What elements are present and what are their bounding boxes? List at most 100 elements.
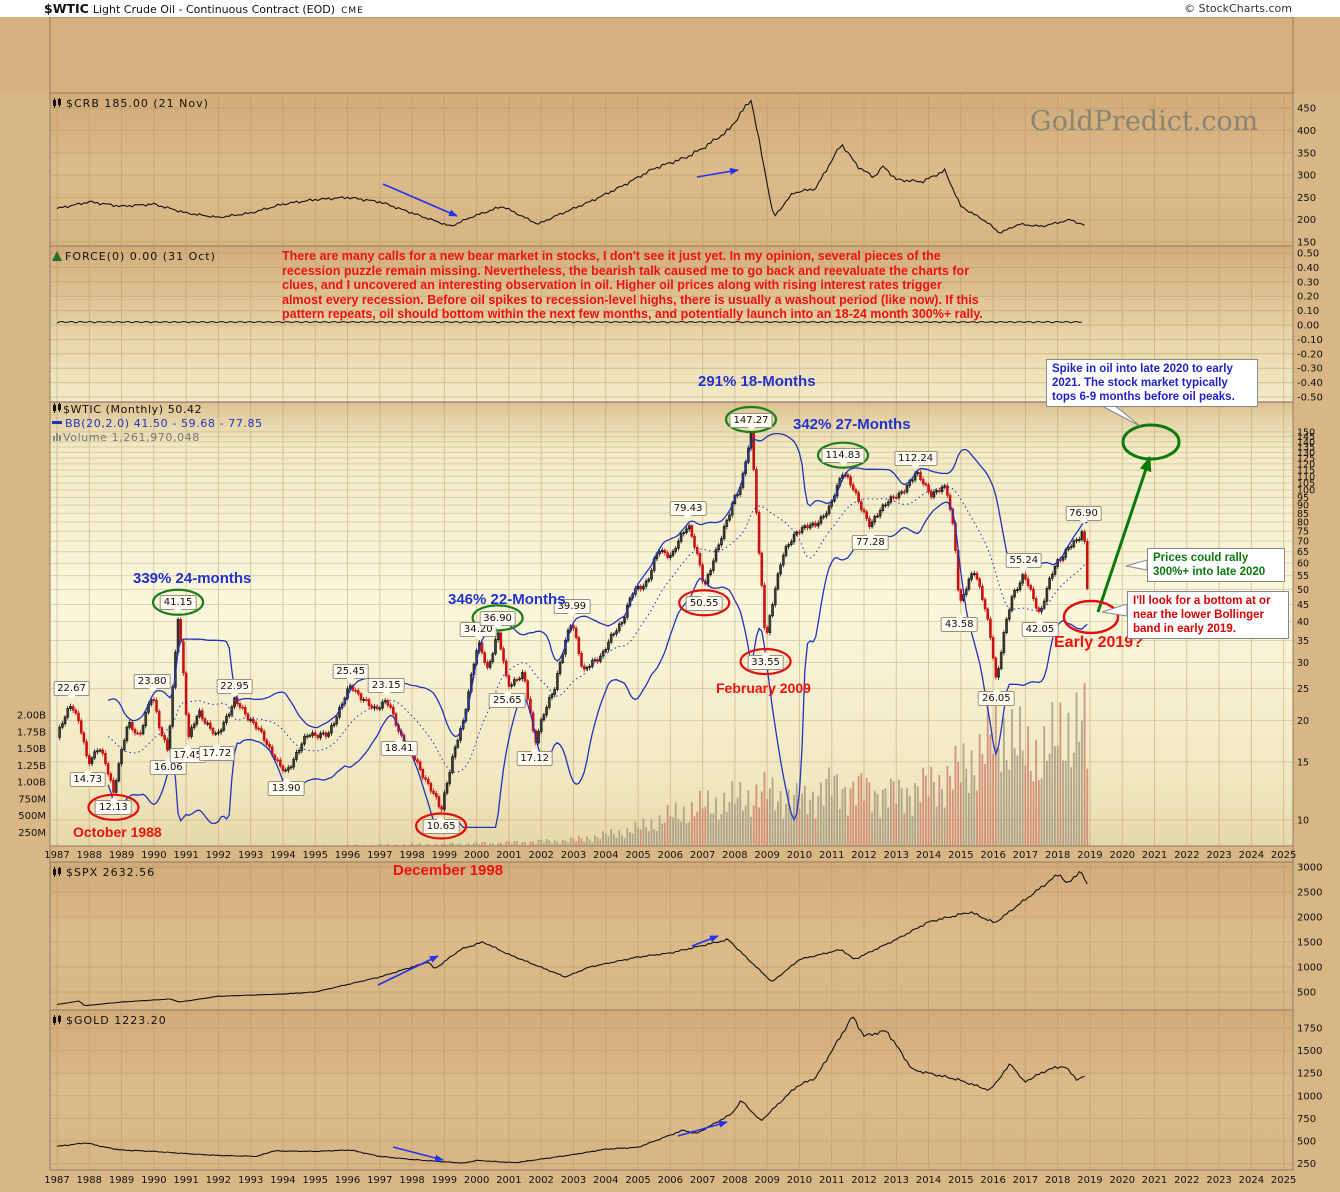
wtic-y-label: 85 (1297, 509, 1309, 520)
year-label: 2017 (1013, 1175, 1038, 1186)
red-ring-ellipse (678, 589, 731, 617)
year-label: 2009 (754, 850, 779, 861)
goldpredict-watermark: GoldPredict.com (1030, 106, 1259, 137)
year-label: 1992 (206, 1175, 231, 1186)
date-annotation-label: February 2009 (716, 680, 811, 696)
wtic-y-label: 45 (1297, 600, 1309, 611)
red-ring-ellipse (739, 647, 792, 676)
gold-y-label: 1250 (1297, 1069, 1322, 1080)
year-label: 1995 (303, 1175, 328, 1186)
year-label: 2002 (528, 850, 553, 861)
year-label: 1997 (367, 850, 392, 861)
force-y-label: 0.10 (1297, 306, 1319, 317)
spx-line (56, 870, 1088, 1007)
gold-line (56, 1016, 1085, 1164)
wtic-y-label: 25 (1297, 684, 1309, 695)
gold-y-label: 1750 (1297, 1024, 1322, 1035)
gold-y-label: 1000 (1297, 1091, 1322, 1102)
year-label: 2025 (1271, 850, 1296, 861)
year-label: 2015 (948, 850, 973, 861)
crb-y-label: 450 (1297, 104, 1316, 115)
year-label: 1988 (77, 850, 102, 861)
year-label: 2019 (1077, 850, 1102, 861)
blue-annotation-arrow (677, 1120, 728, 1137)
year-label: 2004 (593, 1175, 618, 1186)
year-label: 2001 (496, 1175, 521, 1186)
year-label: 2011 (819, 1175, 844, 1186)
year-label: 2008 (722, 850, 747, 861)
year-label: 1987 (44, 850, 69, 861)
panel-borders (49, 16, 1294, 1171)
volume-y-label: 1.25B (17, 761, 46, 772)
wtic-legend: $WTIC (Monthly) 50.42 BB(20,2.0) 41.50 -… (52, 403, 263, 445)
year-label: 2005 (625, 850, 650, 861)
force-y-label: 0.30 (1297, 277, 1319, 288)
year-label: 1999 (432, 850, 457, 861)
force-y-label: -0.10 (1297, 335, 1323, 346)
highlight-ellipse (1062, 599, 1120, 635)
wtic-y-label: 30 (1297, 658, 1309, 669)
spx-y-label: 3000 (1297, 863, 1322, 874)
price-callout-77.28: 77.28 (852, 531, 889, 550)
price-callout-23.15: 23.15 (367, 677, 405, 696)
price-callout-43.58: 43.58 (940, 614, 978, 633)
bollinger-legend: BB(20,2.0) 41.50 - 59.68 - 77.85 (52, 417, 263, 431)
year-label: 1996 (335, 850, 360, 861)
wtic-y-label: 75 (1297, 527, 1309, 538)
price-callout-22.67: 22.67 (53, 680, 90, 699)
date-annotation-label: Early 2019? (1054, 634, 1143, 651)
year-label: 2000 (464, 1175, 489, 1186)
year-label: 1994 (270, 1175, 295, 1186)
year-label: 1991 (173, 1175, 198, 1186)
wtic-y-label: 110 (1297, 472, 1315, 483)
force-y-label: 0.50 (1297, 249, 1319, 260)
year-label: 2021 (1142, 1175, 1167, 1186)
price-callout-17.45: 17.45 (169, 745, 207, 764)
wtic-y-label: 10 (1297, 816, 1309, 827)
line-swatch-icon (52, 421, 62, 424)
crb-y-label: 400 (1297, 126, 1316, 137)
year-label: 2024 (1239, 1175, 1264, 1186)
price-callout-112.24: 112.24 (894, 451, 938, 470)
force-line (56, 320, 1082, 324)
wtic-y-label: 55 (1297, 571, 1309, 582)
price-callout-55.24: 55.24 (1005, 553, 1043, 572)
candlestick-icon (52, 867, 63, 880)
year-label: 1995 (303, 850, 328, 861)
price-callout-114.83: 114.83 (821, 448, 865, 467)
exchange-label: CME (341, 6, 364, 16)
year-label: 2003 (561, 850, 586, 861)
year-label: 1993 (238, 850, 263, 861)
spx-y-label: 1000 (1297, 963, 1322, 974)
percent-rally-label: 291% 18-Months (698, 373, 816, 390)
year-label: 1992 (206, 850, 231, 861)
wtic-y-label: 80 (1297, 517, 1309, 528)
wtic-y-label: 70 (1297, 537, 1309, 548)
price-callout-42.05: 42.05 (1021, 619, 1059, 638)
wtic-y-label: 35 (1297, 636, 1309, 647)
year-label: 2003 (561, 1175, 586, 1186)
wtic-y-label: 150 (1297, 427, 1315, 438)
year-label: 2006 (658, 850, 683, 861)
wtic-y-label: 40 (1297, 617, 1309, 628)
green-ring-ellipse (724, 405, 778, 434)
year-label: 2020 (1110, 850, 1135, 861)
gold-panel-label: $GOLD 1223.20 (52, 1014, 167, 1028)
price-callout-147.27: 147.27 (729, 412, 773, 431)
wtic-y-label: 90 (1297, 501, 1309, 512)
wtic-y-label: 15 (1297, 757, 1309, 768)
spx-y-label: 2500 (1297, 888, 1322, 899)
bottom-box: I'll look for a bottom at or near the lo… (1127, 591, 1289, 639)
force-y-label: -0.40 (1297, 378, 1323, 389)
blue-annotation-arrow (392, 1146, 444, 1162)
bollinger-bands (107, 432, 1088, 829)
green-projection-arrow (1096, 456, 1152, 613)
force-y-label: 0.00 (1297, 321, 1319, 332)
year-label: 2006 (658, 1175, 683, 1186)
price-callout-36.90: 36.90 (479, 610, 516, 629)
price-callout-50.55: 50.55 (685, 592, 723, 611)
red-ring-ellipse (415, 812, 468, 840)
instrument-title: Light Crude Oil - Continuous Contract (E… (92, 3, 336, 16)
wtic-y-label: 135 (1297, 442, 1315, 453)
